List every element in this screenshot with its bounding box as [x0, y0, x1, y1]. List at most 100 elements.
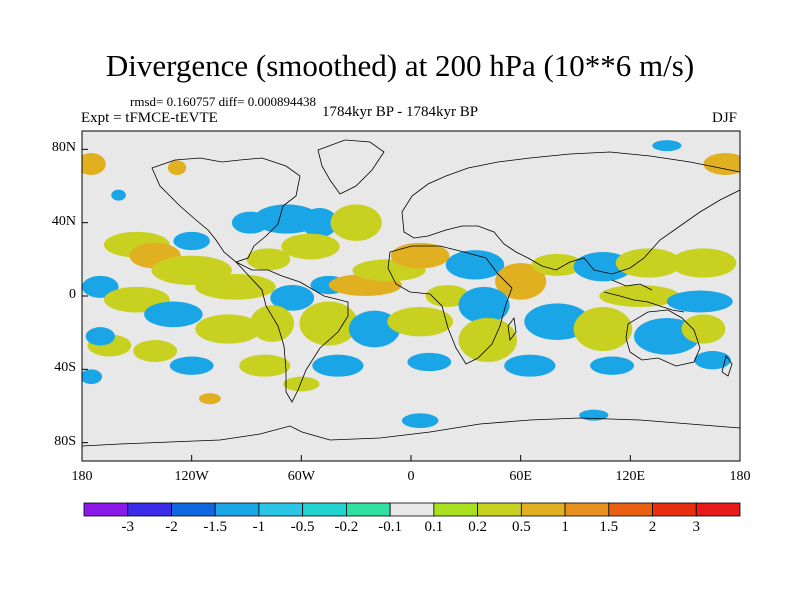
- x-tick-label-4: 60E: [509, 469, 532, 484]
- experiment-label: Expt = tFMCE-tEVTE: [81, 110, 218, 126]
- field-blob-26: [670, 248, 737, 278]
- field-blob-10: [301, 208, 338, 238]
- field-blob-22: [495, 263, 547, 300]
- field-blob-40: [524, 303, 591, 340]
- field-blob-1: [703, 153, 740, 175]
- field-blob-11: [330, 204, 382, 242]
- colorbar-swatch-5: [302, 502, 347, 517]
- x-tick-label-2: 60W: [287, 469, 315, 484]
- x-tick-label-6: 180: [729, 469, 751, 484]
- colorbar-label-5: -0.2: [334, 519, 359, 535]
- field-blob-39: [458, 318, 518, 362]
- colorbar-label-13: 3: [692, 519, 701, 535]
- x-tick-label-5: 120E: [615, 469, 646, 484]
- field-blob-48: [239, 354, 291, 377]
- x-tick-label-3: 0: [407, 469, 415, 484]
- period-label: 1784kyr BP - 1784kyr BP: [322, 104, 479, 120]
- field-blob-58: [198, 393, 221, 405]
- field-blob-41: [573, 307, 633, 351]
- colorbar-swatch-9: [477, 502, 522, 517]
- field-blob-14: [195, 274, 276, 300]
- colorbar-swatch-6: [345, 502, 391, 517]
- y-tick-label-1: 40N: [51, 213, 76, 229]
- antarctica-coast: [82, 417, 740, 447]
- field-blob-2: [167, 160, 187, 176]
- north-america-coast: [151, 157, 301, 263]
- x-tick-label-0: 180: [71, 469, 93, 484]
- greenland-coast: [317, 139, 385, 195]
- field-blob-55: [82, 369, 103, 384]
- colorbar-label-2: -1.5: [203, 519, 228, 535]
- madagascar-coast: [507, 316, 517, 342]
- season-label: DJF: [712, 110, 738, 126]
- field-blob-38: [458, 286, 510, 324]
- stats-line: rmsd= 0.160757 diff= 0.000894438: [130, 94, 316, 109]
- y-tick-label-4: 80S: [54, 433, 76, 449]
- field-blob-35: [348, 310, 401, 348]
- colorbar-label-1: -2: [165, 519, 178, 535]
- colorbar-swatch-13: [652, 502, 697, 517]
- coastlines: [82, 139, 740, 447]
- colorbar-label-9: 0.5: [511, 519, 531, 535]
- field-blob-52: [590, 356, 634, 375]
- colorbar-swatch-11: [564, 502, 610, 517]
- field-blob-34: [299, 301, 358, 346]
- colorbar-swatch-2: [171, 502, 216, 517]
- colorbar-swatch-3: [214, 502, 260, 517]
- africa-coast: [387, 245, 513, 365]
- field-blob-16: [270, 285, 315, 311]
- colorbar-swatch-12: [608, 502, 653, 517]
- field-blob-31: [144, 301, 203, 328]
- y-tick-label-0: 80N: [51, 140, 76, 156]
- colorbar-label-12: 2: [648, 519, 657, 535]
- field-blob-46: [133, 340, 178, 362]
- field-blob-29: [82, 275, 119, 298]
- colorbar-label-3: -1: [252, 519, 266, 535]
- colorbar-label-0: -3: [121, 519, 134, 535]
- field-blob-49: [312, 354, 364, 377]
- colorbar-swatch-0: [83, 502, 129, 517]
- field-blob-28: [666, 290, 733, 313]
- x-tick-label-1: 120W: [174, 469, 209, 484]
- australia-coast: [625, 309, 701, 367]
- y-axis-ticks: [82, 148, 88, 444]
- indonesia-coast: [603, 291, 685, 313]
- colorbar: [83, 502, 741, 517]
- field-blob-4: [111, 189, 126, 201]
- field-blob-53: [694, 351, 731, 370]
- field-blob-56: [401, 413, 439, 428]
- colorbar-label-6: -0.1: [378, 519, 402, 535]
- colorbar-swatch-8: [433, 502, 479, 517]
- chart-title: Divergence (smoothed) at 200 hPa (10**6 …: [105, 48, 695, 83]
- field-blob-25: [615, 248, 682, 278]
- field-blob-54: [283, 376, 320, 392]
- south-america-coast: [235, 261, 349, 403]
- colorbar-swatch-1: [127, 502, 172, 517]
- colorbar-swatch-10: [520, 502, 566, 517]
- y-tick-label-2: 0: [69, 287, 76, 302]
- field-blob-47: [169, 356, 214, 375]
- colorbar-label-10: 1: [561, 519, 569, 535]
- eurasia-coast: [401, 151, 740, 275]
- colorbar-label-7: 0.1: [424, 519, 444, 535]
- colorbar-label-8: 0.2: [468, 519, 487, 535]
- field-blob-43: [681, 314, 726, 344]
- y-tick-label-3: 40S: [54, 360, 76, 376]
- field-blob-36: [387, 307, 454, 337]
- colorbar-swatch-14: [695, 502, 741, 517]
- field-blob-51: [504, 354, 556, 377]
- field-blob-20: [390, 242, 450, 269]
- field-blob-32: [195, 314, 262, 344]
- field-blob-50: [407, 352, 452, 372]
- colorbar-label-4: -0.5: [290, 519, 315, 535]
- borneo-coast: [611, 279, 653, 291]
- divergence-field: [82, 140, 740, 428]
- colorbar-swatch-7: [389, 502, 435, 517]
- field-blob-7: [173, 231, 210, 251]
- field-blob-37: [425, 285, 470, 307]
- field-blob-33: [250, 305, 295, 342]
- field-blob-12: [281, 233, 340, 260]
- field-blob-15: [246, 248, 291, 271]
- field-blob-3: [652, 140, 682, 152]
